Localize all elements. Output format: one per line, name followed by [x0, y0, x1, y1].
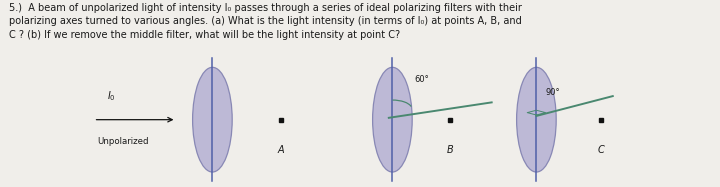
Text: Unpolarized: Unpolarized	[97, 137, 149, 145]
Ellipse shape	[517, 67, 556, 172]
Text: C: C	[598, 145, 605, 155]
Text: $I_0$: $I_0$	[107, 89, 116, 103]
Text: B: B	[446, 145, 454, 155]
Text: 60°: 60°	[414, 75, 428, 84]
Ellipse shape	[192, 67, 232, 172]
Text: 5.)  A beam of unpolarized light of intensity I₀ passes through a series of idea: 5.) A beam of unpolarized light of inten…	[9, 3, 521, 40]
Ellipse shape	[373, 67, 413, 172]
Text: 90°: 90°	[545, 88, 559, 97]
Text: A: A	[277, 145, 284, 155]
